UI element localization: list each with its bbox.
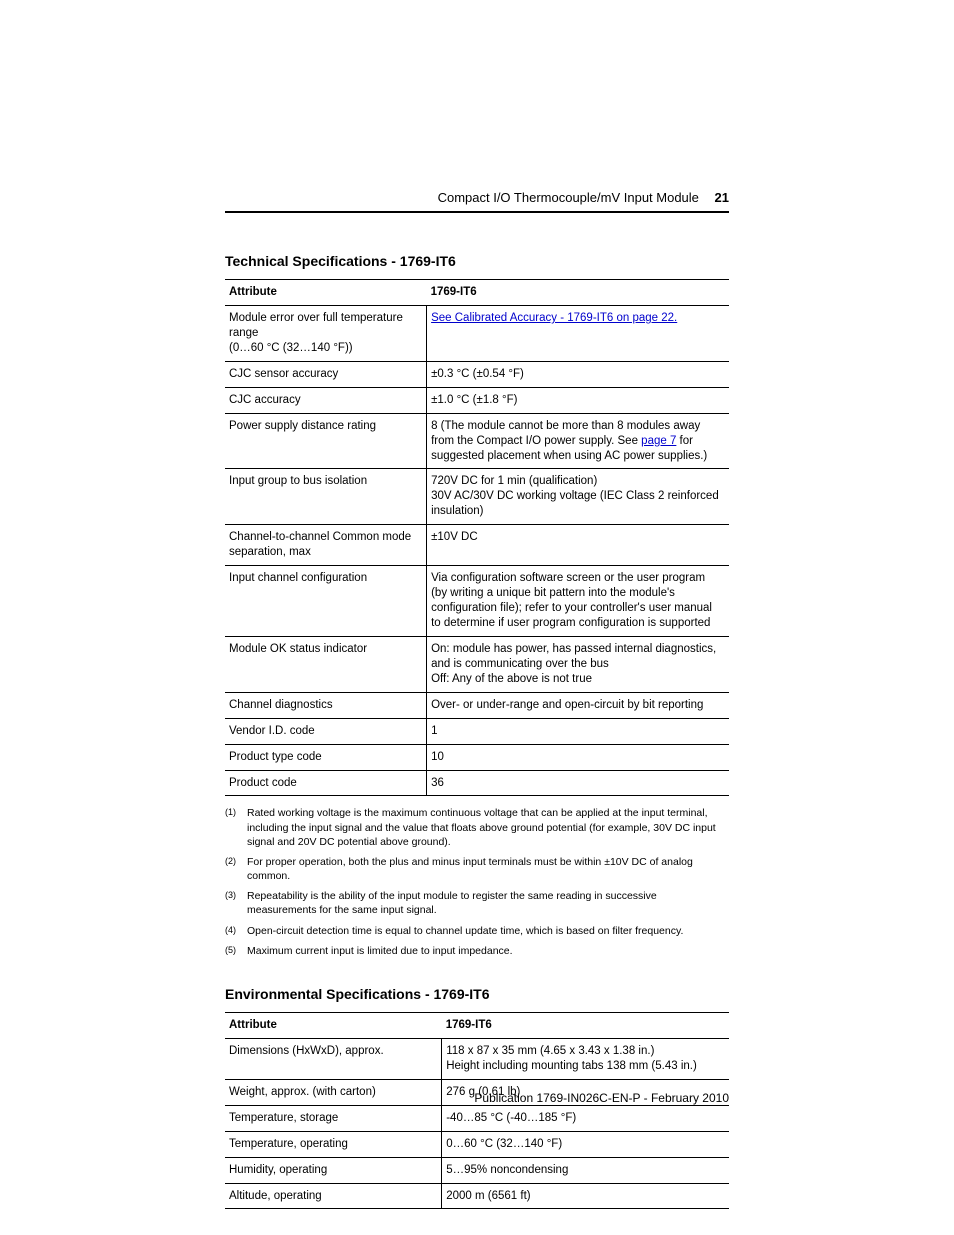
- table-cell-attribute: Channel diagnostics: [225, 692, 427, 718]
- table-cell-attribute: Temperature, storage: [225, 1105, 442, 1131]
- table-row: Input group to bus isolation720V DC for …: [225, 469, 729, 525]
- footnote-number: (4): [225, 924, 247, 938]
- table-cell-attribute: Weight, approx. (with carton): [225, 1079, 442, 1105]
- table-row: Temperature, operating0…60 °C (32…140 °F…: [225, 1131, 729, 1157]
- table-cell-value: 118 x 87 x 35 mm (4.65 x 3.43 x 1.38 in.…: [442, 1038, 729, 1079]
- footnote: (1)Rated working voltage is the maximum …: [225, 806, 729, 849]
- table-cell-value: 2000 m (6561 ft): [442, 1183, 729, 1209]
- table-cell-attribute: Altitude, operating: [225, 1183, 442, 1209]
- table-cell-value: -40…85 °C (-40…185 °F): [442, 1105, 729, 1131]
- page-number: 21: [715, 190, 729, 205]
- table-cell-attribute: Humidity, operating: [225, 1157, 442, 1183]
- tech-th-value: 1769-IT6: [427, 280, 729, 306]
- table-cell-value: 1: [427, 718, 729, 744]
- table-row: Channel diagnosticsOver- or under-range …: [225, 692, 729, 718]
- footnote-text: Open-circuit detection time is equal to …: [247, 924, 729, 938]
- footnote-number: (2): [225, 855, 247, 883]
- table-cell-attribute: CJC accuracy: [225, 387, 427, 413]
- table-cell-attribute: Power supply distance rating: [225, 413, 427, 469]
- table-cell-attribute: Channel-to-channel Common mode separatio…: [225, 525, 427, 566]
- table-cell-value: 8 (The module cannot be more than 8 modu…: [427, 413, 729, 469]
- table-cell-attribute: Temperature, operating: [225, 1131, 442, 1157]
- table-cell-value: ±1.0 °C (±1.8 °F): [427, 387, 729, 413]
- table-cell-value: ±0.3 °C (±0.54 °F): [427, 361, 729, 387]
- env-th-value: 1769-IT6: [442, 1012, 729, 1038]
- footnotes: (1)Rated working voltage is the maximum …: [225, 806, 729, 958]
- table-cell-attribute: CJC sensor accuracy: [225, 361, 427, 387]
- footnote: (2)For proper operation, both the plus a…: [225, 855, 729, 883]
- table-cell-attribute: Product type code: [225, 744, 427, 770]
- cross-ref-link[interactable]: See Calibrated Accuracy - 1769-IT6 on pa…: [431, 312, 677, 324]
- table-row: Power supply distance rating8 (The modul…: [225, 413, 729, 469]
- table-row: Module error over full temperature range…: [225, 305, 729, 361]
- table-cell-value: 720V DC for 1 min (qualification)30V AC/…: [427, 469, 729, 525]
- table-row: Product type code10: [225, 744, 729, 770]
- table-cell-value: 10: [427, 744, 729, 770]
- table-cell-value: 0…60 °C (32…140 °F): [442, 1131, 729, 1157]
- table-row: Channel-to-channel Common mode separatio…: [225, 525, 729, 566]
- table-row: Product code36: [225, 770, 729, 796]
- table-cell-attribute: Product code: [225, 770, 427, 796]
- table-row: Module OK status indicatorOn: module has…: [225, 636, 729, 692]
- tech-th-attribute: Attribute: [225, 280, 427, 306]
- table-cell-value: On: module has power, has passed interna…: [427, 636, 729, 692]
- footnote-text: Repeatability is the ability of the inpu…: [247, 889, 729, 917]
- table-cell-attribute: Module OK status indicator: [225, 636, 427, 692]
- table-row: Altitude, operating2000 m (6561 ft): [225, 1183, 729, 1209]
- table-cell-attribute: Input channel configuration: [225, 566, 427, 637]
- footnote: (4)Open-circuit detection time is equal …: [225, 924, 729, 938]
- footnote-text: Maximum current input is limited due to …: [247, 944, 729, 958]
- table-cell-value: Via configuration software screen or the…: [427, 566, 729, 637]
- table-cell-attribute: Input group to bus isolation: [225, 469, 427, 525]
- running-header: Compact I/O Thermocouple/mV Input Module…: [225, 190, 729, 205]
- table-row: Dimensions (HxWxD), approx.118 x 87 x 35…: [225, 1038, 729, 1079]
- table-row: Input channel configurationVia configura…: [225, 566, 729, 637]
- env-spec-title: Environmental Specifications - 1769-IT6: [225, 986, 729, 1002]
- header-rule: [225, 211, 729, 213]
- table-cell-value: Over- or under-range and open-circuit by…: [427, 692, 729, 718]
- footer-text: Publication 1769-IN026C-EN-P - February …: [474, 1091, 729, 1105]
- table-row: CJC sensor accuracy±0.3 °C (±0.54 °F): [225, 361, 729, 387]
- tech-spec-title: Technical Specifications - 1769-IT6: [225, 253, 729, 269]
- tech-spec-table: Attribute 1769-IT6 Module error over ful…: [225, 279, 729, 796]
- table-cell-attribute: Dimensions (HxWxD), approx.: [225, 1038, 442, 1079]
- table-row: Temperature, storage-40…85 °C (-40…185 °…: [225, 1105, 729, 1131]
- footnote: (3)Repeatability is the ability of the i…: [225, 889, 729, 917]
- footnote: (5)Maximum current input is limited due …: [225, 944, 729, 958]
- table-cell-value: 36: [427, 770, 729, 796]
- table-row: Vendor I.D. code1: [225, 718, 729, 744]
- header-title: Compact I/O Thermocouple/mV Input Module: [438, 190, 699, 205]
- footnote-number: (5): [225, 944, 247, 958]
- footnote-number: (3): [225, 889, 247, 917]
- env-spec-table: Attribute 1769-IT6 Dimensions (HxWxD), a…: [225, 1012, 729, 1210]
- footnote-number: (1): [225, 806, 247, 849]
- table-cell-value: See Calibrated Accuracy - 1769-IT6 on pa…: [427, 305, 729, 361]
- cross-ref-link[interactable]: page 7: [641, 435, 676, 447]
- table-cell-attribute: Module error over full temperature range…: [225, 305, 427, 361]
- table-cell-value: 5…95% noncondensing: [442, 1157, 729, 1183]
- table-cell-value: ±10V DC: [427, 525, 729, 566]
- footnote-text: Rated working voltage is the maximum con…: [247, 806, 729, 849]
- env-th-attribute: Attribute: [225, 1012, 442, 1038]
- table-row: CJC accuracy±1.0 °C (±1.8 °F): [225, 387, 729, 413]
- table-cell-attribute: Vendor I.D. code: [225, 718, 427, 744]
- table-row: Humidity, operating5…95% noncondensing: [225, 1157, 729, 1183]
- footnote-text: For proper operation, both the plus and …: [247, 855, 729, 883]
